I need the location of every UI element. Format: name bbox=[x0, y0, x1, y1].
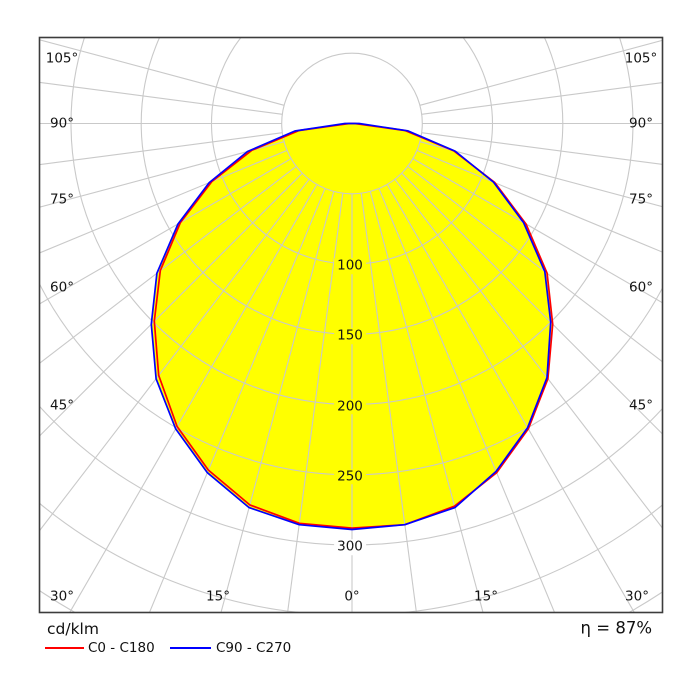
polar-grid-ray bbox=[369, 191, 484, 612]
angle-tick-right: 45° bbox=[629, 397, 653, 414]
polar-grid-ray bbox=[401, 172, 662, 435]
light-output-ratio-label: η = 87% bbox=[580, 618, 652, 638]
angle-tick-left: 105° bbox=[45, 50, 79, 67]
polar-grid-ray bbox=[40, 81, 283, 115]
angle-tick-bottom: 15° bbox=[474, 588, 498, 605]
polar-grid-ray bbox=[220, 191, 335, 612]
polar-grid-ray bbox=[419, 39, 662, 106]
angle-tick-left: 60° bbox=[50, 279, 74, 296]
polar-grid-ray bbox=[40, 39, 285, 106]
polar-grid-ray bbox=[386, 184, 635, 612]
polar-grid-ray bbox=[419, 141, 662, 208]
radial-value-tick: 250 bbox=[334, 469, 366, 485]
angle-tick-bottom: 0° bbox=[344, 588, 360, 605]
radial-value-tick: 100 bbox=[334, 258, 366, 274]
polar-grid-ray bbox=[40, 158, 292, 305]
radial-value-tick: 300 bbox=[334, 539, 366, 555]
polar-grid-ray bbox=[40, 149, 288, 254]
legend-label-c0-c180: C0 - C180 bbox=[88, 640, 155, 656]
legend-line-c0-c180 bbox=[45, 647, 84, 649]
angle-tick-bottom: 15° bbox=[206, 588, 230, 605]
angle-tick-left: 90° bbox=[50, 115, 74, 132]
plot-border bbox=[38, 36, 664, 614]
series-c90-c270-curve bbox=[150, 122, 552, 531]
legend-line-c90-c270 bbox=[170, 647, 211, 649]
polar-grid-ray bbox=[149, 188, 326, 612]
angle-tick-right: 60° bbox=[629, 279, 653, 296]
polar-grid-ray bbox=[287, 193, 344, 612]
legend-label-c90-c270: C90 - C270 bbox=[216, 640, 292, 656]
polar-grid-ray bbox=[40, 178, 310, 531]
polar-grid-ray bbox=[378, 188, 555, 612]
polar-grid-ray bbox=[394, 178, 662, 529]
polar-grid-ray bbox=[40, 165, 297, 364]
angle-tick-right: 75° bbox=[629, 191, 653, 208]
radial-value-tick: 150 bbox=[334, 328, 366, 344]
polar-grid-ray bbox=[407, 165, 662, 363]
legend-units-label: cd/klm bbox=[47, 620, 99, 638]
polar-grid-ray bbox=[421, 132, 662, 165]
polar-grid-ray bbox=[421, 82, 662, 115]
angle-tick-left: 45° bbox=[50, 397, 74, 414]
angle-tick-left: 75° bbox=[50, 191, 74, 208]
polar-grid-ray bbox=[40, 132, 283, 166]
angle-tick-right: 105° bbox=[624, 50, 658, 67]
polar-grid-ray bbox=[40, 141, 285, 208]
radial-value-tick: 200 bbox=[334, 398, 366, 415]
polar-grid-ray bbox=[69, 184, 318, 612]
polar-grid-ray bbox=[416, 149, 662, 253]
angle-tick-bottom: 30° bbox=[50, 588, 74, 605]
angle-tick-right: 90° bbox=[629, 115, 653, 132]
polar-grid-ray bbox=[412, 158, 662, 304]
polar-grid-ray bbox=[40, 172, 303, 437]
angle-tick-bottom: 30° bbox=[625, 588, 649, 605]
polar-grid-ray bbox=[360, 193, 417, 612]
